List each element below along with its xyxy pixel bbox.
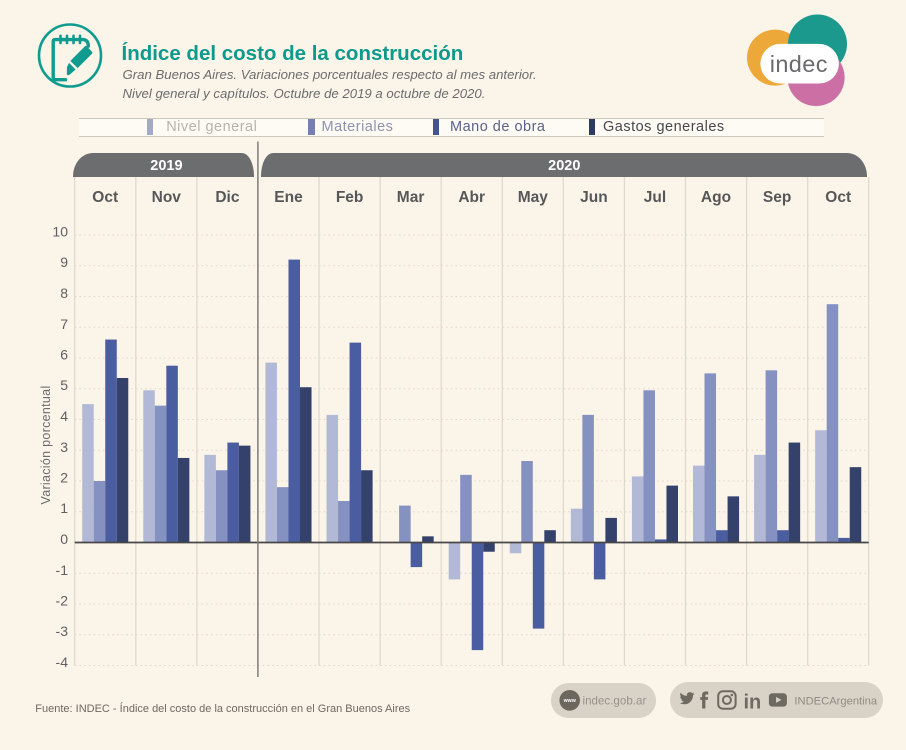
- svg-text:May: May: [518, 189, 549, 206]
- svg-text:www: www: [562, 698, 576, 704]
- svg-text:indec.gob.ar: indec.gob.ar: [582, 695, 646, 708]
- svg-text:Dic: Dic: [215, 189, 240, 206]
- svg-text:Abr: Abr: [458, 189, 485, 206]
- svg-text:1: 1: [60, 500, 68, 516]
- svg-text:-4: -4: [56, 654, 69, 670]
- svg-text:10: 10: [52, 224, 68, 240]
- svg-text:Nov: Nov: [152, 189, 182, 206]
- svg-text:-1: -1: [56, 562, 69, 578]
- svg-text:2: 2: [60, 470, 68, 486]
- svg-text:Variación porcentual: Variación porcentual: [39, 385, 53, 504]
- svg-text:Sep: Sep: [763, 189, 791, 206]
- svg-text:-2: -2: [56, 593, 69, 609]
- svg-text:6: 6: [60, 347, 68, 363]
- svg-text:Mar: Mar: [397, 189, 425, 206]
- svg-text:in: in: [744, 691, 762, 713]
- svg-text:4: 4: [60, 408, 68, 424]
- svg-text:Oct: Oct: [92, 189, 118, 206]
- svg-text:7: 7: [60, 316, 68, 332]
- svg-text:9: 9: [60, 254, 68, 270]
- svg-text:8: 8: [60, 285, 68, 301]
- svg-text:-3: -3: [56, 623, 69, 639]
- svg-text:Jun: Jun: [580, 189, 608, 206]
- svg-text:indec: indec: [770, 51, 828, 77]
- svg-text:Oct: Oct: [825, 189, 851, 206]
- svg-text:Ago: Ago: [701, 189, 731, 206]
- svg-text:Feb: Feb: [336, 189, 364, 206]
- svg-text:INDECArgentina: INDECArgentina: [794, 695, 877, 707]
- svg-text:5: 5: [60, 377, 68, 393]
- svg-text:3: 3: [60, 439, 68, 455]
- svg-text:Ene: Ene: [274, 189, 303, 206]
- svg-text:0: 0: [60, 531, 68, 547]
- svg-text:Jul: Jul: [644, 189, 666, 206]
